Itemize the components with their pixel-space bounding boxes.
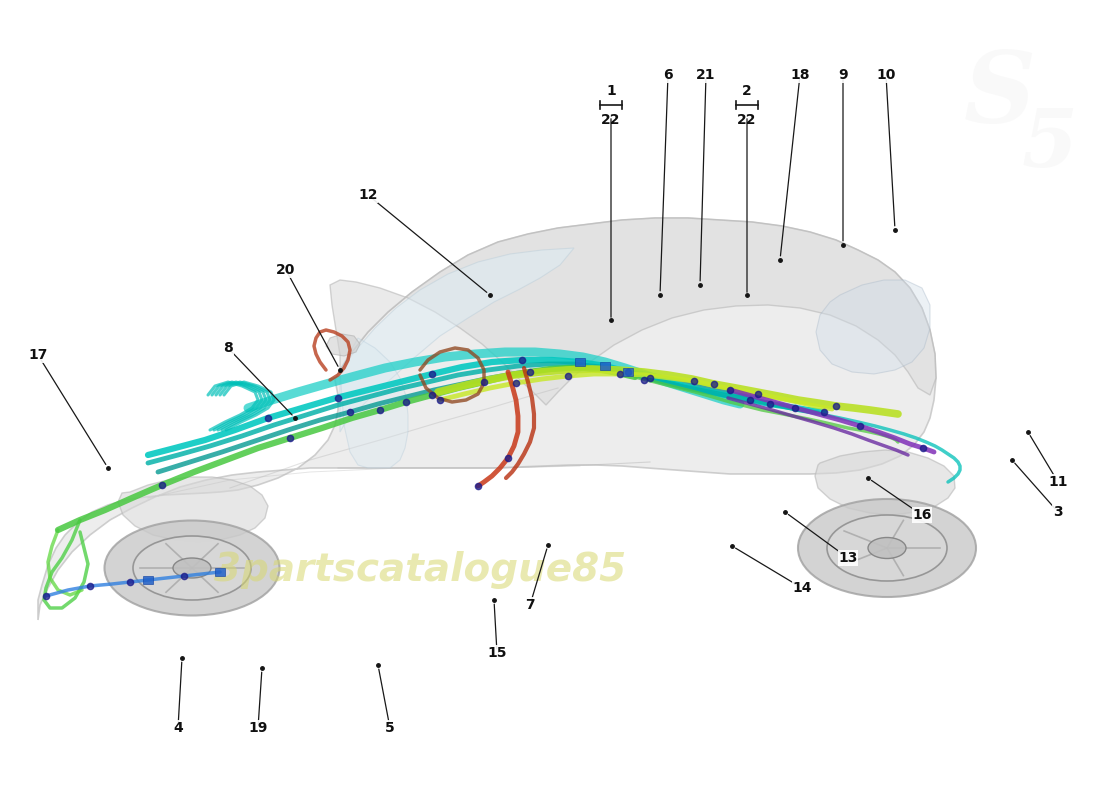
Bar: [214, 568, 225, 576]
Text: 15: 15: [487, 646, 507, 660]
Text: 21: 21: [696, 68, 716, 82]
Text: 9: 9: [838, 68, 848, 82]
Bar: [143, 576, 153, 584]
Ellipse shape: [868, 538, 906, 558]
Text: 10: 10: [877, 68, 895, 82]
Bar: [575, 358, 585, 366]
Polygon shape: [815, 450, 955, 515]
Text: 1: 1: [606, 84, 616, 98]
Text: 14: 14: [792, 581, 812, 595]
Text: 16: 16: [912, 508, 932, 522]
Polygon shape: [39, 218, 936, 620]
Polygon shape: [340, 338, 408, 468]
Text: 7: 7: [525, 598, 535, 612]
Text: 19: 19: [249, 721, 267, 735]
Text: 3partscatalogue85: 3partscatalogue85: [213, 551, 626, 589]
Text: 12: 12: [359, 188, 377, 202]
Text: 22: 22: [602, 113, 620, 127]
Ellipse shape: [827, 515, 947, 581]
Polygon shape: [326, 334, 360, 356]
Text: 13: 13: [838, 551, 858, 565]
Text: 4: 4: [173, 721, 183, 735]
Text: S: S: [964, 46, 1036, 143]
Polygon shape: [816, 280, 930, 374]
Text: 17: 17: [29, 348, 47, 362]
Text: 3: 3: [1053, 505, 1063, 519]
Text: 5: 5: [1022, 106, 1078, 184]
Ellipse shape: [133, 536, 251, 600]
Ellipse shape: [104, 521, 279, 615]
Text: 22: 22: [737, 113, 757, 127]
Polygon shape: [330, 218, 936, 405]
Polygon shape: [340, 248, 574, 432]
Text: 5: 5: [385, 721, 395, 735]
Ellipse shape: [173, 558, 211, 578]
Ellipse shape: [798, 499, 976, 597]
Polygon shape: [118, 477, 268, 542]
Bar: [623, 368, 632, 376]
Text: 18: 18: [790, 68, 810, 82]
Bar: [600, 362, 610, 370]
Text: 2: 2: [742, 84, 752, 98]
Text: 11: 11: [1048, 475, 1068, 489]
Text: 8: 8: [223, 341, 233, 355]
Text: 20: 20: [276, 263, 296, 277]
Text: 6: 6: [663, 68, 673, 82]
